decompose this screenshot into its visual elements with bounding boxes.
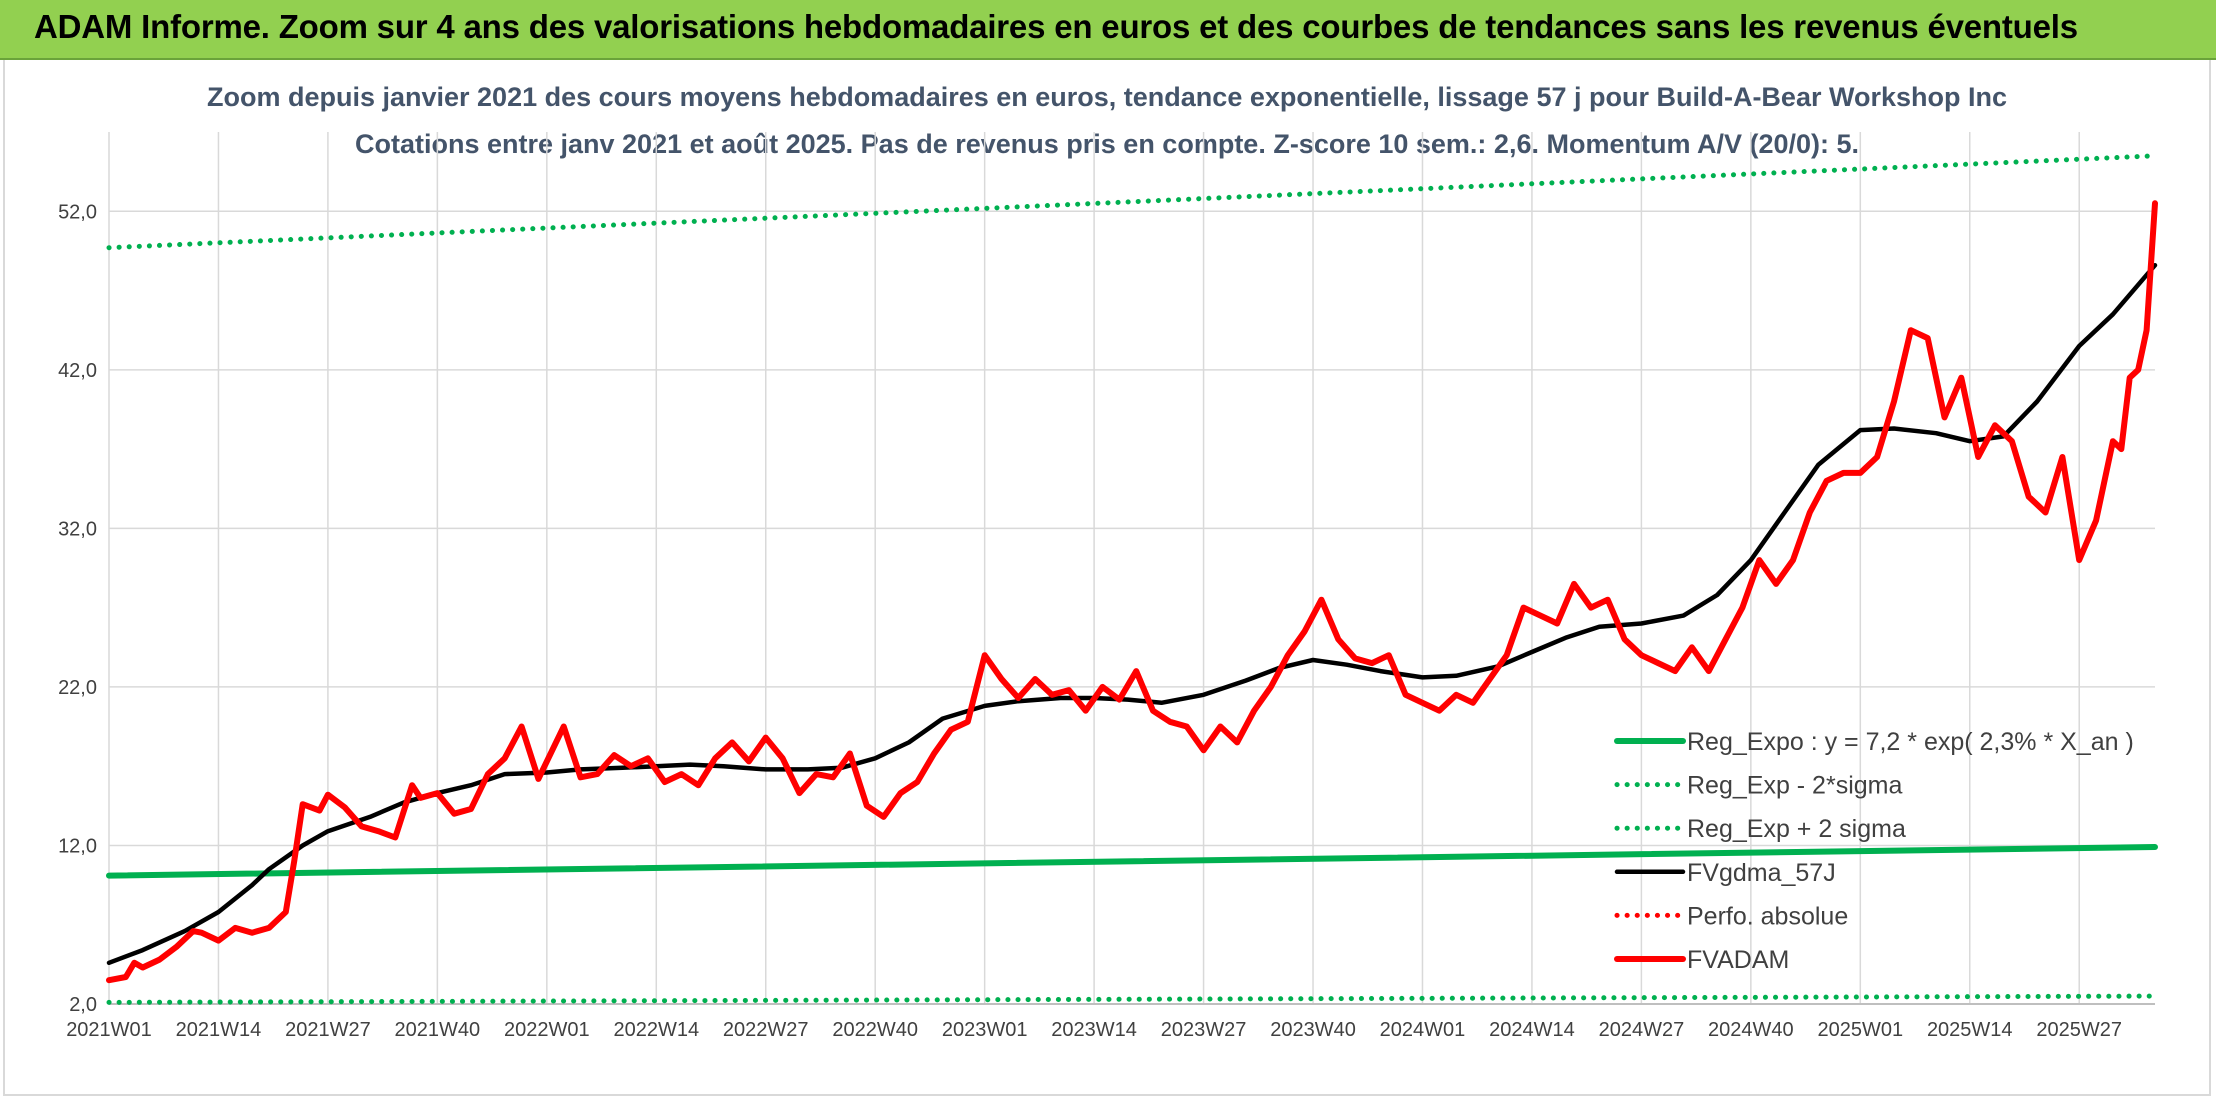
- x-tick-label: 2023W27: [1161, 1019, 1247, 1041]
- x-tick-label: 2021W40: [395, 1019, 481, 1041]
- x-tick-label: 2024W27: [1599, 1019, 1685, 1041]
- legend-label: Reg_Exp + 2 sigma: [1687, 815, 1906, 843]
- legend-label: FVgdma_57J: [1687, 859, 1836, 887]
- y-tick-label: 52,0: [58, 201, 97, 223]
- series-line-2: [106, 153, 2158, 251]
- x-axis: 2021W01 2021W14 2021W27 2021W40 2022W01 2022W…: [66, 1003, 2155, 1041]
- x-tick-label: 2025W14: [1927, 1019, 2013, 1041]
- legend-label: FVADAM: [1687, 946, 1789, 974]
- y-tick-label: 12,0: [58, 835, 97, 857]
- x-tick-label: 2024W01: [1380, 1019, 1466, 1041]
- x-tick-label: 2023W14: [1051, 1019, 1137, 1041]
- chart-title: Zoom depuis janvier 2021 des cours moyen…: [207, 82, 2007, 112]
- y-tick-label: 22,0: [58, 677, 97, 699]
- x-tick-label: 2023W40: [1270, 1019, 1356, 1041]
- y-tick-label: 42,0: [58, 360, 97, 382]
- series-line-5: [106, 200, 2158, 984]
- x-tick-label: 2022W27: [723, 1019, 809, 1041]
- series-line-0: [106, 844, 2158, 879]
- series-line-1: [106, 993, 2158, 1005]
- legend-label: Reg_Exp - 2*sigma: [1687, 772, 1902, 800]
- legend-label: Perfo. absolue: [1687, 902, 1848, 930]
- report-title: ADAM Informe. Zoom sur 4 ans des valoris…: [34, 8, 2078, 45]
- x-tick-label: 2022W40: [832, 1019, 918, 1041]
- y-tick-label: 32,0: [58, 518, 97, 540]
- chart-subtitle: Cotations entre janv 2021 et août 2025. …: [355, 129, 1859, 159]
- chart-legend: Reg_Expo : y = 7,2 * exp( 2,3% * X_an ) R…: [1614, 728, 2134, 974]
- y-tick-label: 2,0: [69, 994, 97, 1016]
- x-tick-label: 2022W01: [504, 1019, 590, 1041]
- line-chart: Zoom depuis janvier 2021 des cours moyen…: [58, 82, 2158, 1041]
- x-tick-label: 2025W27: [2036, 1019, 2122, 1041]
- report-banner: ADAM Informe. Zoom sur 4 ans des valoris…: [0, 0, 2216, 60]
- legend-label: Reg_Expo : y = 7,2 * exp( 2,3% * X_an ): [1687, 728, 2134, 756]
- x-tick-label: 2025W01: [1817, 1019, 1903, 1041]
- series-layer: [106, 153, 2158, 1005]
- chart-frame: Zoom depuis janvier 2021 des cours moyen…: [3, 60, 2211, 1096]
- x-tick-label: 2021W14: [176, 1019, 262, 1041]
- x-tick-label: 2024W40: [1708, 1019, 1794, 1041]
- x-tick-label: 2023W01: [942, 1019, 1028, 1041]
- x-tick-label: 2022W14: [613, 1019, 699, 1041]
- x-tick-label: 2021W01: [66, 1019, 152, 1041]
- chart-gridlines: [108, 132, 2155, 1005]
- x-tick-label: 2021W27: [285, 1019, 371, 1041]
- y-axis: 2,0 12,0 22,0 32,0 42,0 52,0: [58, 201, 97, 1016]
- x-tick-label: 2024W14: [1489, 1019, 1575, 1041]
